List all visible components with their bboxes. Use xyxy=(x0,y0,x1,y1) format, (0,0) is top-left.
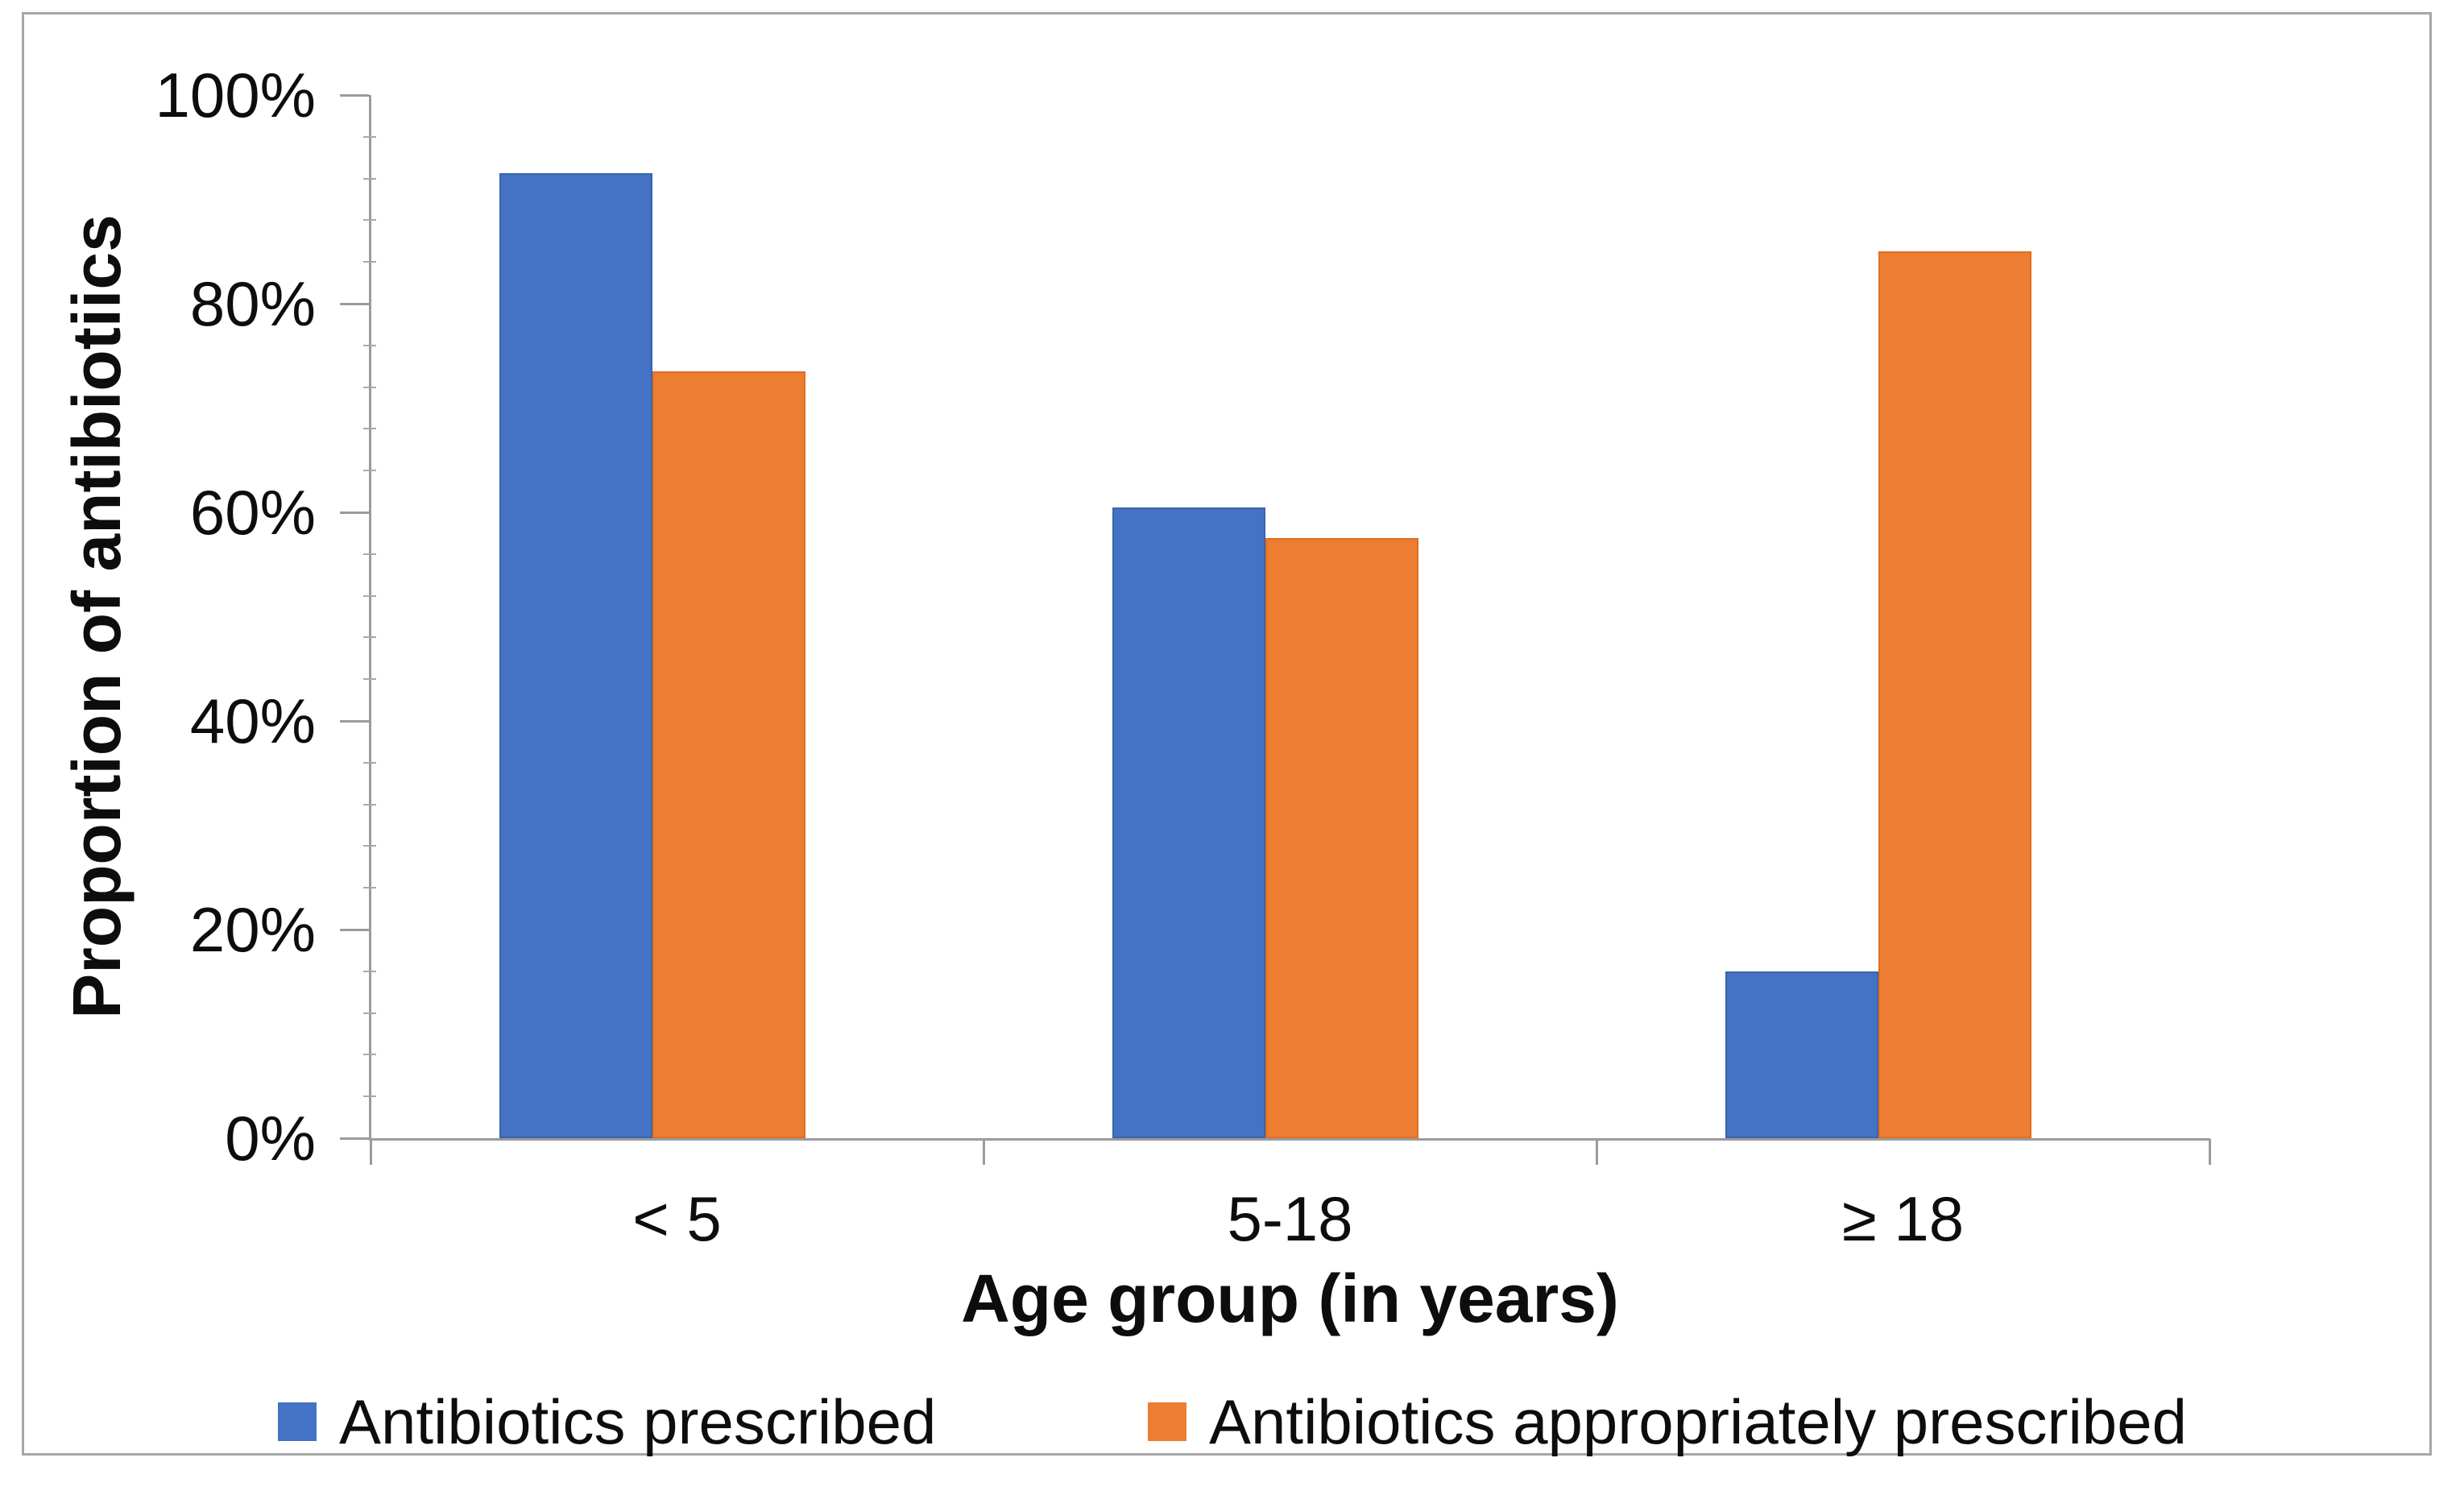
legend-label: Antibiotics appropriately prescribed xyxy=(1209,1386,2187,1457)
x-axis-line xyxy=(369,1138,2210,1141)
y-axis-tick-label: 100% xyxy=(155,60,317,130)
y-axis-minor-tick xyxy=(363,470,376,472)
y-axis-minor-tick xyxy=(363,678,376,681)
y-axis-minor-tick xyxy=(363,803,376,806)
legend-item-antibiotics-prescribed: Antibiotics prescribed xyxy=(278,1390,936,1454)
x-axis-category-label: ≥ 18 xyxy=(1841,1183,1965,1254)
y-axis-major-tick xyxy=(340,928,369,931)
x-axis-tick xyxy=(2208,1139,2211,1165)
plot-area: 0% 20% 40% 60% 80% 100% < 5 5-18 ≥ 18 xyxy=(155,60,2211,1254)
y-axis-minor-tick xyxy=(363,344,376,346)
y-axis-title-container: Proportion of antibiotiics xyxy=(32,95,161,1138)
y-axis-minor-tick xyxy=(363,970,376,972)
bar-series1-cat1 xyxy=(499,173,652,1138)
legend-swatch-blue xyxy=(278,1402,317,1441)
bar-series1-cat2 xyxy=(1112,507,1265,1138)
y-axis-tick-label: 60% xyxy=(189,477,316,548)
y-axis-minor-tick xyxy=(363,594,376,597)
y-axis-major-tick xyxy=(340,511,369,514)
y-axis-minor-tick xyxy=(363,845,376,847)
y-axis-tick-label: 0% xyxy=(225,1103,316,1174)
x-axis-category-label: 5-18 xyxy=(1227,1183,1353,1254)
y-axis-major-tick xyxy=(340,1137,369,1140)
bar-series2-cat2 xyxy=(1265,538,1418,1138)
y-axis-tick-label: 80% xyxy=(189,268,316,339)
y-axis-tick-label: 20% xyxy=(189,894,316,965)
y-axis-minor-tick xyxy=(363,219,376,222)
y-axis-minor-tick xyxy=(363,1054,376,1056)
y-axis-line xyxy=(369,95,371,1140)
y-axis-minor-tick xyxy=(363,177,376,180)
bar-series1-cat3 xyxy=(1725,971,1878,1138)
y-axis-minor-tick xyxy=(363,553,376,555)
x-axis-tick xyxy=(982,1139,985,1165)
y-axis-major-tick xyxy=(340,719,369,723)
y-axis-minor-tick xyxy=(363,428,376,430)
y-axis-minor-tick xyxy=(363,636,376,639)
y-axis-minor-tick xyxy=(363,261,376,263)
y-axis-minor-tick xyxy=(363,135,376,138)
y-axis-minor-tick xyxy=(363,386,376,388)
x-axis-title: Age group (in years) xyxy=(961,1261,1619,1336)
y-axis-minor-tick xyxy=(363,1012,376,1014)
legend-label: Antibiotics prescribed xyxy=(339,1386,937,1457)
y-axis-minor-tick xyxy=(363,761,376,764)
bar-series2-cat1 xyxy=(652,371,805,1138)
y-axis-minor-tick xyxy=(363,887,376,889)
legend-swatch-orange xyxy=(1148,1402,1186,1441)
x-axis-category-label: < 5 xyxy=(632,1183,722,1254)
y-axis-major-tick xyxy=(340,302,369,305)
y-axis-major-tick xyxy=(340,93,369,97)
bar-series2-cat3 xyxy=(1878,251,2031,1138)
x-axis-tick xyxy=(369,1139,372,1165)
legend-item-antibiotics-appropriately-prescribed: Antibiotics appropriately prescribed xyxy=(1148,1390,2187,1454)
y-axis-tick-label: 40% xyxy=(189,685,316,756)
x-axis-tick xyxy=(1595,1139,1598,1165)
y-axis-minor-tick xyxy=(363,1095,376,1098)
